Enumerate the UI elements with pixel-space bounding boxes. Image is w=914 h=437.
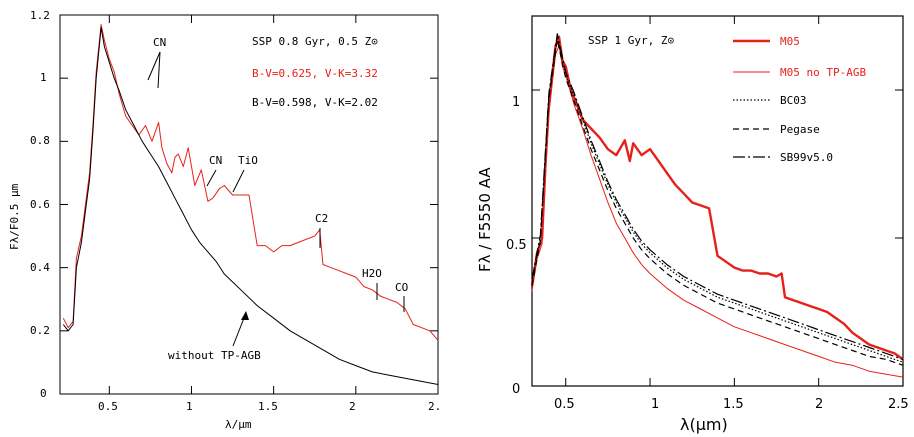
right-axis-ticks (532, 16, 904, 387)
right-chart: 0 0.5 1 0.5 1 1.5 2 2.5 λ(μm) Fλ / F5550… (476, 15, 909, 434)
annotation-c2: C2 (315, 212, 328, 225)
annotation-tio-pointer (232, 169, 245, 193)
legend-label-bc03: BC03 (780, 94, 807, 107)
left-series (62, 24, 439, 385)
left-x-tick-label: 2 (349, 400, 356, 413)
left-x-tick-label: 1 (186, 400, 193, 413)
right-y-tick-label: 1 (512, 95, 520, 110)
right-y-axis-label: Fλ / F5550 AA (476, 167, 494, 272)
annotation-without-tpagb: without TP-AGB (168, 349, 261, 362)
left-plot-frame (59, 14, 439, 395)
right-y-tick-label: 0 (512, 382, 520, 397)
legend-label-sb99: SB99v5.0 (780, 151, 833, 164)
series-line-2 (531, 36, 904, 363)
annotation-h2o: H2O (362, 267, 382, 280)
annotation-cn-1: CN (153, 36, 166, 49)
series-line-1 (531, 45, 904, 378)
left-y-tick-label: 1.2 (30, 9, 50, 22)
legend-label-m05: M05 (780, 35, 800, 48)
annotation-cn-1-pointer (147, 51, 161, 81)
right-x-tick-label: 1 (651, 397, 659, 412)
right-x-tick-label: 1.5 (723, 397, 744, 412)
left-legend-entry-red: B-V=0.625, V-K=3.32 (252, 67, 378, 80)
right-x-axis-label: λ(μm) (680, 415, 728, 434)
legend-label-m05-no-tpagb: M05 no TP-AGB (780, 66, 866, 79)
left-y-tick-label: 0.2 (30, 324, 50, 337)
right-x-tick-label: 2.5 (888, 397, 909, 412)
annotation-co: CO (395, 281, 408, 294)
right-legend-title: SSP 1 Gyr, Z⊙ (588, 34, 674, 47)
left-y-tick-label: 0.4 (30, 261, 50, 274)
right-x-tick-label: 2 (815, 397, 823, 412)
series-line-4 (531, 33, 904, 360)
left-axis-ticks (60, 14, 438, 395)
left-y-axis-label: Fλ/F0.5 μm (8, 183, 21, 250)
annotation-arrow-head (241, 311, 249, 320)
annotation-cn-2: CN (209, 154, 222, 167)
right-plot-frame (531, 15, 904, 387)
left-legend-entry-black: B-V=0.598, V-K=2.02 (252, 96, 378, 109)
left-y-tick-label: 0 (40, 387, 47, 400)
right-y-tick-label: 0.5 (506, 238, 527, 253)
series-line-0 (530, 35, 904, 361)
annotation-cn-2-pointer (206, 169, 217, 187)
left-x-axis-label: λ/μm (225, 418, 252, 431)
left-y-tick-label: 1 (40, 71, 47, 84)
left-y-tick-label: 0.6 (30, 198, 50, 211)
annotation-cn-1-pointer (157, 51, 161, 89)
left-x-tick-label: 1.5 (258, 400, 278, 413)
left-chart: 0 0.2 0.4 0.6 0.8 1 1.2 0.5 1 1.5 2 2. λ… (8, 9, 441, 431)
series-line-0 (62, 24, 439, 341)
left-x-tick-label: 2. (428, 400, 441, 413)
left-legend-title: SSP 0.8 Gyr, 0.5 Z⊙ (252, 35, 378, 48)
series-line-1 (62, 27, 439, 385)
annotation-tio: TiO (238, 154, 258, 167)
series-line-3 (531, 39, 904, 366)
right-series (530, 33, 904, 378)
left-x-tick-label: 0.5 (98, 400, 118, 413)
legend-label-pegase: Pegase (780, 123, 820, 136)
right-x-tick-label: 0.5 (554, 397, 575, 412)
left-y-tick-label: 0.8 (30, 134, 50, 147)
